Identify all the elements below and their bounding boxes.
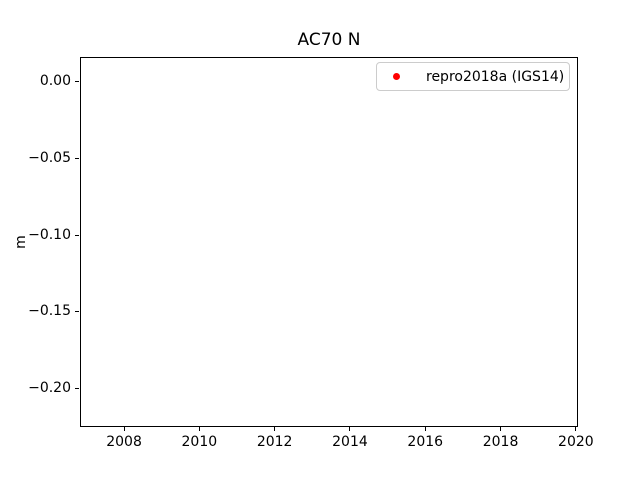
y-tick-mark <box>75 388 79 390</box>
x-tick-mark <box>575 427 577 431</box>
x-tick-mark <box>198 427 200 431</box>
x-tick-label: 2010 <box>181 434 218 450</box>
x-tick-mark <box>500 427 502 431</box>
x-tick-mark <box>274 427 276 431</box>
x-tick-label: 2008 <box>106 434 142 450</box>
legend-label: repro2018a (IGS14) <box>426 68 565 85</box>
legend: repro2018a (IGS14) <box>376 62 570 91</box>
y-tick-label: −0.05 <box>28 149 71 166</box>
x-tick-mark <box>424 427 426 431</box>
y-tick-mark <box>75 157 79 159</box>
x-tick-mark <box>123 427 125 431</box>
x-tick-mark <box>349 427 351 431</box>
y-tick-label: −0.10 <box>28 226 71 243</box>
chart-title: AC70 N <box>297 30 361 50</box>
x-tick-label: 2014 <box>332 434 368 450</box>
y-tick-mark <box>75 311 79 313</box>
y-tick-label: −0.15 <box>28 303 71 320</box>
x-tick-label: 2016 <box>407 434 444 450</box>
x-tick-label: 2018 <box>482 434 519 450</box>
x-tick-label: 2020 <box>558 434 594 450</box>
y-tick-mark <box>75 234 79 236</box>
plot-area <box>80 57 578 427</box>
legend-marker-icon <box>393 73 400 80</box>
y-tick-label: 0.00 <box>39 73 71 90</box>
y-tick-label: −0.20 <box>28 380 71 397</box>
y-tick-mark <box>75 81 79 83</box>
x-tick-label: 2012 <box>256 434 293 450</box>
